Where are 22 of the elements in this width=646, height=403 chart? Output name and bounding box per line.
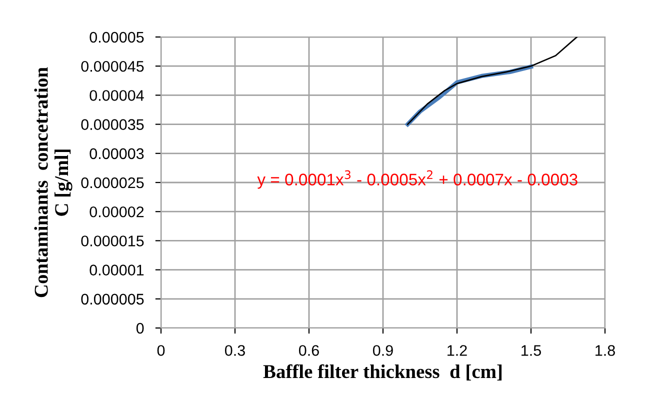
y-tick-label: 0.00001 xyxy=(90,264,144,276)
y-tick-label: 0.000045 xyxy=(81,60,144,72)
line-series xyxy=(406,37,578,125)
x-tick-label: 1.8 xyxy=(596,345,615,356)
y-tick-label: 0.000005 xyxy=(81,294,144,305)
y-tick-label: 0.00005 xyxy=(90,32,144,43)
x-tick-label: 0 xyxy=(157,345,165,356)
x-tick-label: 0.6 xyxy=(298,345,319,356)
x-axis-title: Baffle filter thickness d [cm] xyxy=(263,364,502,381)
y-tick-label: 0.00003 xyxy=(90,148,144,160)
y-tick-label: 0.000025 xyxy=(81,177,144,188)
x-tick-label: 0.3 xyxy=(224,345,245,356)
x-tick-label: 0.9 xyxy=(372,345,393,356)
y-tick-label: 0.00004 xyxy=(90,90,144,101)
y-tick-label: 0.00002 xyxy=(90,206,144,218)
x-tick-label: 1.2 xyxy=(448,345,467,356)
y-axis-title: Contaminants concetration C [g/ml] xyxy=(34,67,72,298)
y-tick-label: 0.000015 xyxy=(81,236,144,246)
y-tick-label: 0 xyxy=(136,322,144,334)
annotation: y = 0.0001x$^{3}$ - 0.0005x$^{2}$ + 0.0007x - 0.0003 xyxy=(257,170,578,189)
y-tick-label: 0.000035 xyxy=(81,119,144,130)
x-tick-label: 1.5 xyxy=(522,345,541,356)
